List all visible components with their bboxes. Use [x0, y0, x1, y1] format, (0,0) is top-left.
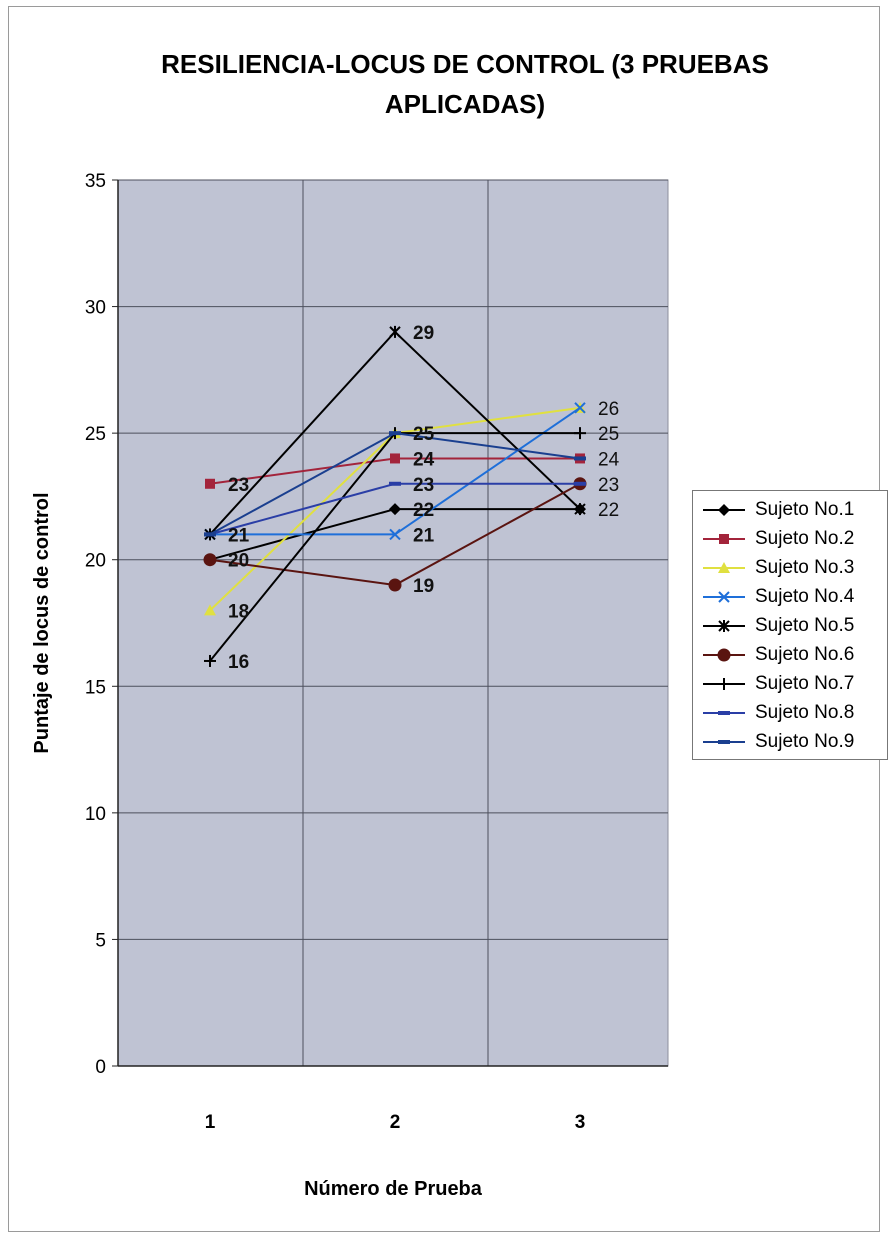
data-label: 29: [413, 323, 434, 344]
data-point-sujeto-no-6: [203, 553, 217, 567]
data-point-sujeto-no-9: [204, 532, 216, 537]
data-label: 19: [413, 576, 434, 597]
legend-marker: [718, 677, 730, 690]
legend-marker: [718, 590, 730, 603]
chart-title-line-1: RESILIENCIA-LOCUS DE CONTROL (3 PRUEBAS: [161, 49, 769, 79]
y-tick-label: 10: [85, 804, 106, 825]
data-label: 20: [228, 551, 249, 572]
legend-label: Sujeto No.5: [755, 614, 855, 636]
legend-label: Sujeto No.9: [755, 730, 855, 752]
data-label: 25: [413, 424, 435, 445]
y-tick-label: 35: [85, 171, 106, 192]
y-tick-label: 0: [95, 1057, 106, 1078]
legend-label: Sujeto No.7: [755, 672, 855, 694]
legend-swatch: [703, 739, 745, 744]
data-point-sujeto-no-7: [204, 654, 216, 667]
data-point-sujeto-no-4: [389, 528, 401, 541]
legend-item: Sujeto No.7: [699, 669, 887, 698]
legend-marker: [718, 503, 730, 516]
y-tick-label: 30: [85, 298, 106, 319]
data-label: 23: [228, 475, 249, 496]
y-axis-title: Puntaje de locus de control: [31, 492, 53, 753]
legend-swatch: [703, 590, 745, 603]
legend-swatch: [703, 533, 745, 544]
chart-title-line-2: APLICADAS): [384, 89, 546, 119]
data-point-sujeto-no-8: [389, 481, 401, 486]
data-label: 24: [413, 449, 435, 470]
legend-marker: [718, 739, 730, 744]
legend-label: Sujeto No.3: [755, 556, 855, 578]
data-label: 18: [228, 601, 249, 622]
data-point-sujeto-no-5: [389, 325, 401, 338]
legend-item: Sujeto No.4: [699, 582, 887, 611]
legend-swatch: [703, 561, 745, 573]
legend-label: Sujeto No.8: [755, 701, 855, 723]
data-label: 26: [598, 399, 619, 420]
data-label: 24: [598, 449, 620, 470]
y-tick-label: 25: [85, 424, 106, 445]
legend-swatch: [703, 648, 745, 661]
legend: Sujeto No.1 Sujeto No.2 Sujeto No.3 Sujeto …: [692, 490, 888, 760]
data-point-sujeto-no-6: [388, 578, 402, 592]
y-tick-label: 5: [95, 930, 106, 951]
data-point-sujeto-no-4: [574, 402, 586, 414]
data-label: 23: [413, 475, 434, 496]
data-point-sujeto-no-8: [574, 481, 586, 486]
x-tick-label: 3: [575, 1112, 586, 1133]
legend-marker: [718, 710, 730, 715]
legend-swatch: [703, 677, 745, 690]
legend-item: Sujeto No.3: [699, 553, 887, 582]
data-label: 25: [598, 424, 619, 445]
data-label: 21: [413, 525, 435, 546]
legend-item: Sujeto No.6: [699, 640, 887, 669]
legend-swatch: [703, 503, 745, 516]
legend-label: Sujeto No.4: [755, 585, 855, 607]
x-tick-label: 2: [390, 1112, 401, 1133]
legend-item: Sujeto No.8: [699, 698, 887, 727]
chart-title: RESILIENCIA-LOCUS DE CONTROL (3 PRUEBAS …: [80, 44, 850, 124]
x-tick-label: 1: [205, 1112, 216, 1133]
legend-swatch: [703, 710, 745, 715]
legend-label: Sujeto No.2: [755, 527, 855, 549]
legend-marker: [717, 648, 731, 661]
data-point-sujeto-no-7: [574, 427, 586, 440]
data-point-sujeto-no-2: [205, 478, 215, 489]
data-label: 23: [598, 475, 619, 496]
x-axis-title: Número de Prueba: [304, 1178, 483, 1200]
data-label: 16: [228, 652, 249, 673]
plot-area: [117, 179, 669, 1067]
data-label: 21: [228, 525, 250, 546]
legend-item: Sujeto No.9: [699, 727, 887, 756]
data-point-sujeto-no-9: [389, 431, 401, 436]
legend-item: Sujeto No.1: [699, 495, 887, 524]
data-point-sujeto-no-1: [389, 503, 401, 516]
legend-marker: [719, 533, 729, 544]
legend-marker: [718, 619, 730, 632]
data-point-sujeto-no-5: [574, 503, 586, 516]
legend-marker: [718, 561, 730, 573]
data-label: 22: [598, 500, 619, 521]
data-point-sujeto-no-3: [204, 604, 216, 616]
y-tick-label: 20: [85, 551, 106, 572]
data-label: 22: [413, 500, 434, 521]
data-point-sujeto-no-2: [390, 453, 400, 464]
y-tick-label: 15: [85, 677, 106, 698]
legend-label: Sujeto No.1: [755, 498, 855, 520]
legend-item: Sujeto No.2: [699, 524, 887, 553]
legend-label: Sujeto No.6: [755, 643, 855, 665]
legend-item: Sujeto No.5: [699, 611, 887, 640]
data-point-sujeto-no-9: [574, 456, 586, 461]
legend-swatch: [703, 619, 745, 632]
